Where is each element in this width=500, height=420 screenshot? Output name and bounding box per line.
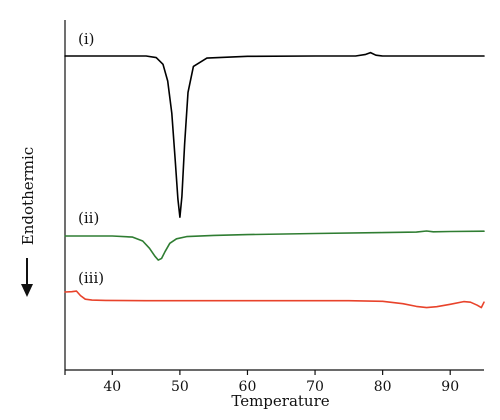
series-line-2 (64, 230, 485, 261)
series-label-3: (iii) (78, 269, 104, 287)
x-ticks: 40 50 60 70 80 90 (64, 370, 459, 395)
x-tick-label: 60 (239, 379, 257, 395)
axes (64, 20, 484, 371)
x-tick-label: 80 (374, 379, 392, 395)
arrow-down-icon (21, 258, 33, 297)
x-tick-label: 90 (441, 379, 459, 395)
y-axis-title: Endothermic (19, 147, 37, 245)
series-line-3 (64, 290, 485, 309)
x-axis-title: Temperature (231, 392, 329, 410)
series-label-1: (i) (78, 30, 95, 48)
series-labels: (i) (ii) (iii) (78, 30, 104, 287)
series-label-2: (ii) (78, 209, 99, 227)
series-line-1 (64, 51, 485, 218)
series-lines (64, 51, 485, 309)
x-tick-label: 40 (103, 379, 121, 395)
x-tick-label: 70 (306, 379, 324, 395)
x-tick-label: 50 (171, 379, 189, 395)
